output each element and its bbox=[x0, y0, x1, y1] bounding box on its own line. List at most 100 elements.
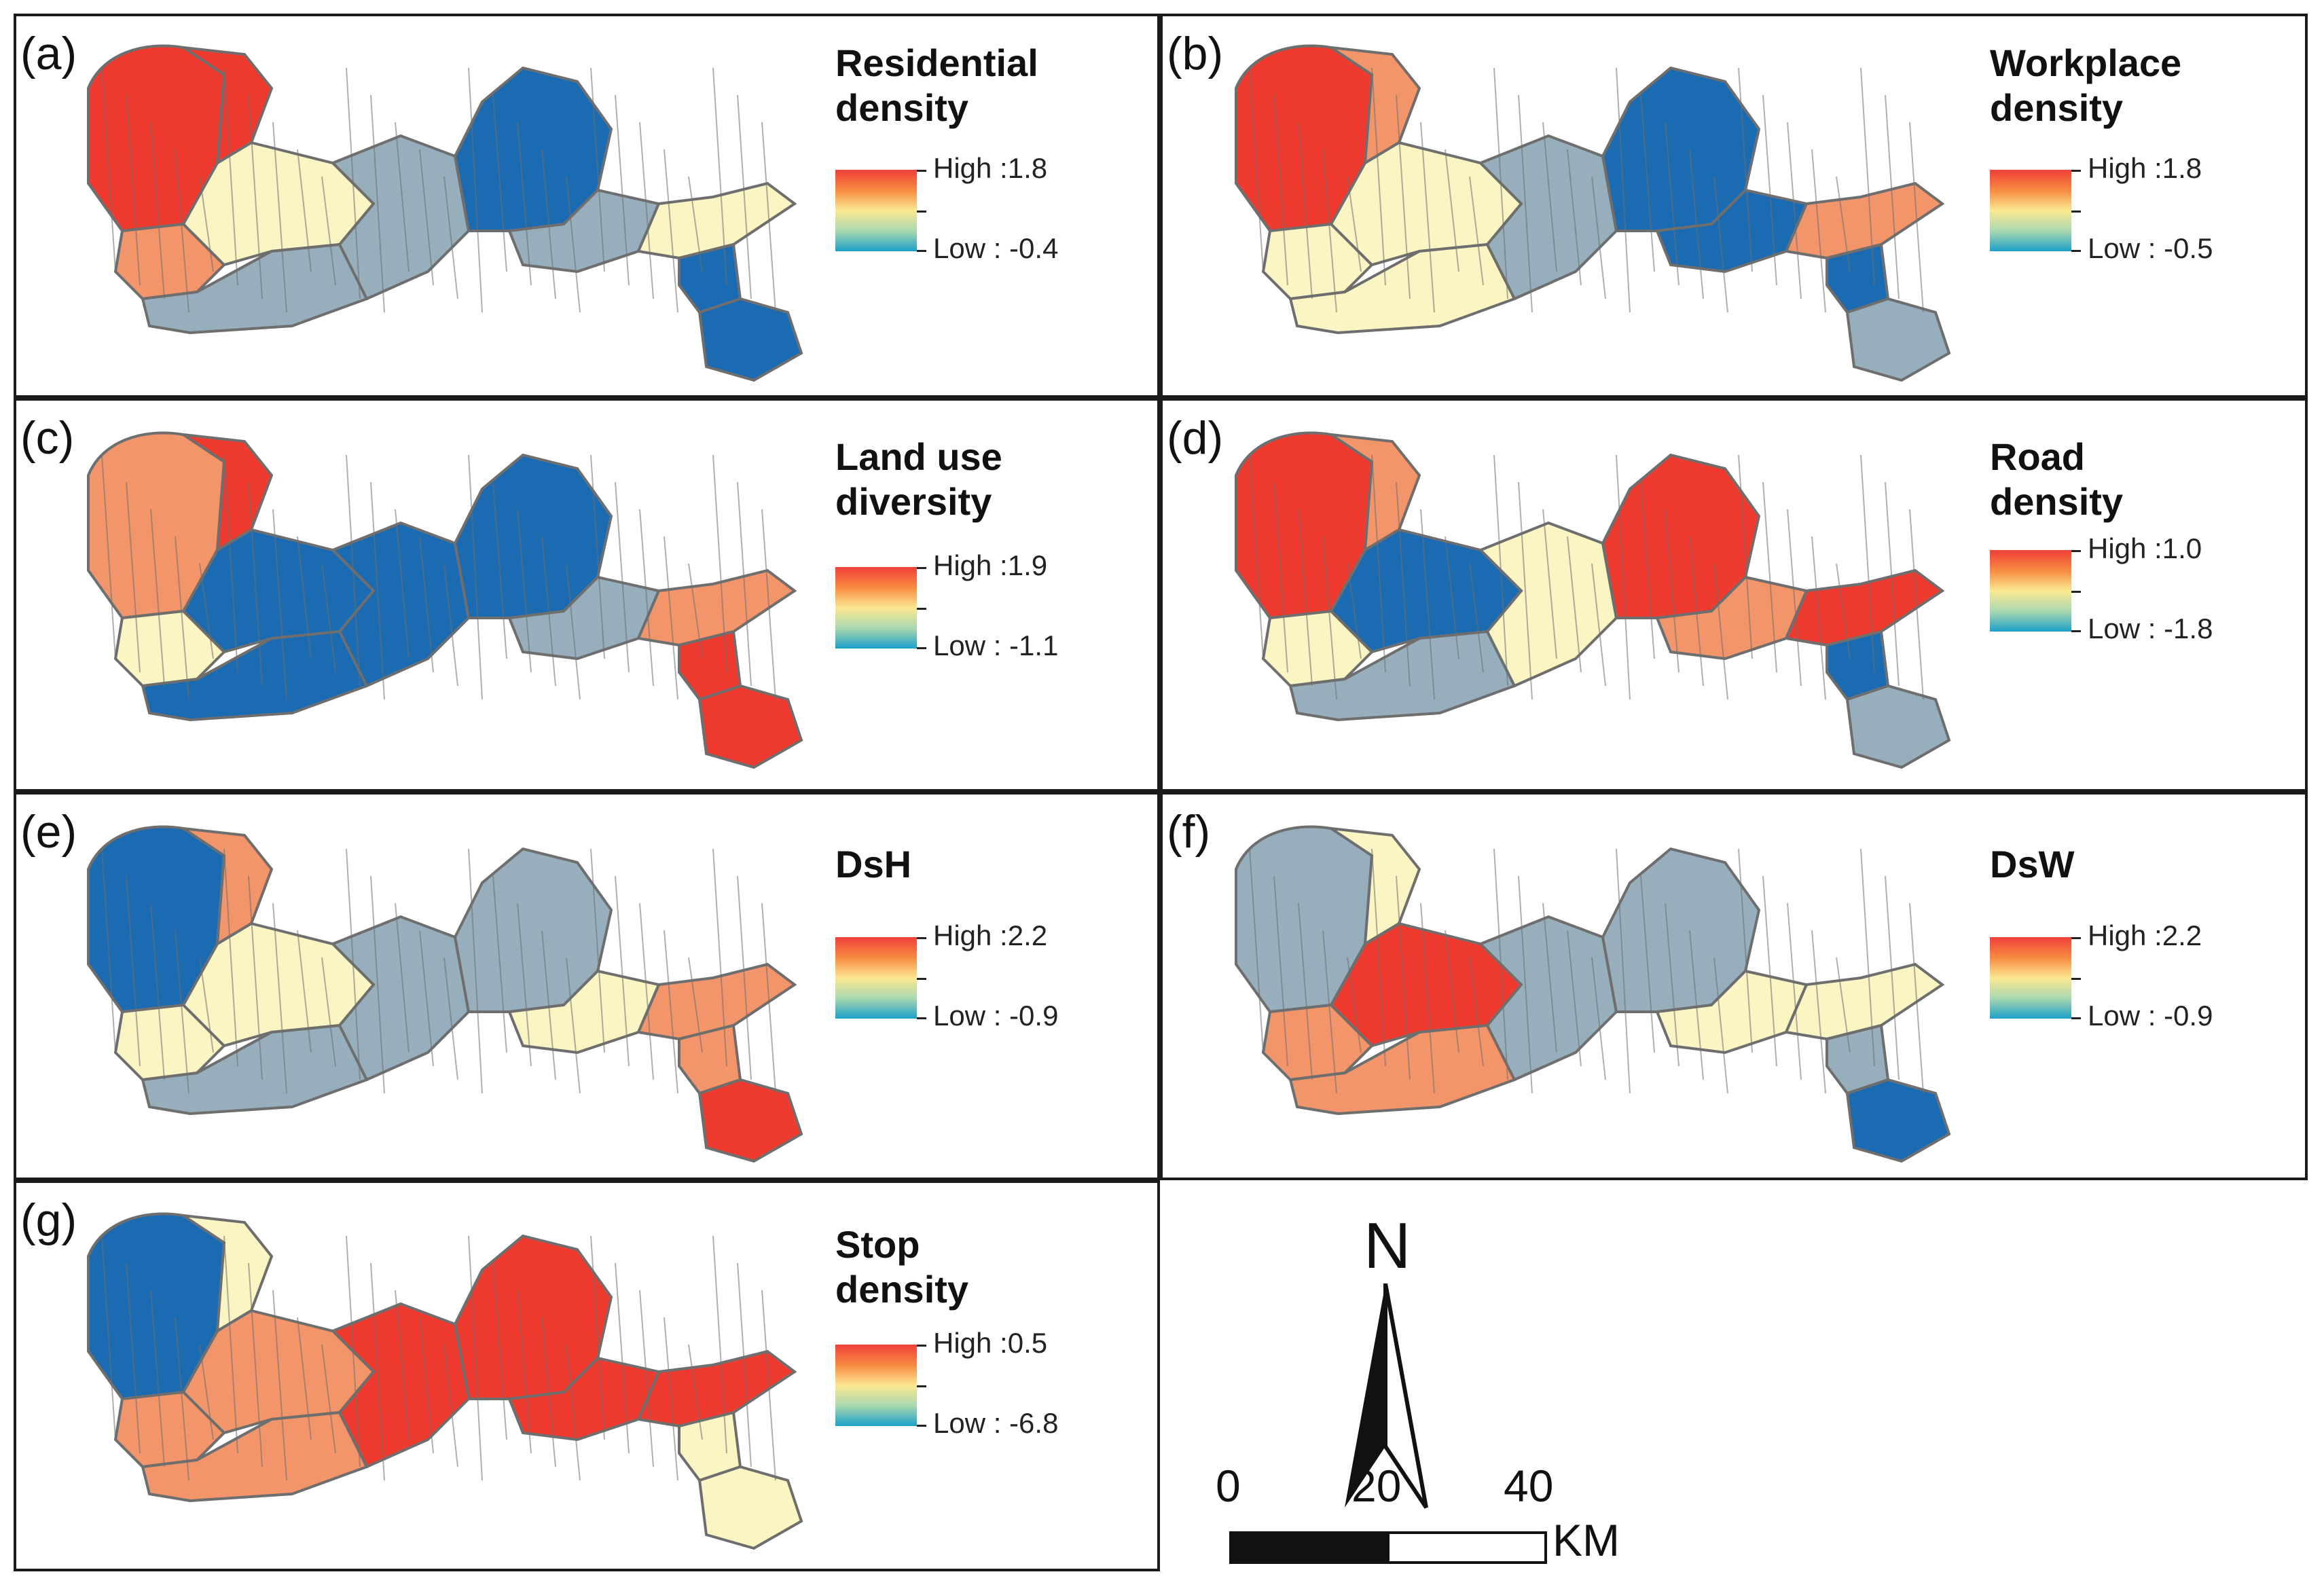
street-line bbox=[664, 149, 678, 313]
street-line bbox=[395, 902, 410, 1053]
legend-low-c: Low : -1.1 bbox=[933, 630, 1059, 661]
map-region bbox=[1784, 568, 1945, 647]
street-line bbox=[1762, 94, 1777, 286]
panel-label-b: (b) bbox=[1167, 28, 1224, 79]
map-region bbox=[697, 1465, 803, 1550]
street-line bbox=[1445, 536, 1459, 659]
street-line bbox=[1713, 957, 1728, 1094]
scale-segment-white bbox=[1387, 1531, 1547, 1564]
street-line bbox=[1542, 122, 1557, 272]
street-line bbox=[712, 1235, 727, 1454]
panel-label-g: (g) bbox=[20, 1194, 77, 1246]
street-line bbox=[541, 1317, 556, 1467]
street-line bbox=[541, 149, 556, 299]
legend-tick bbox=[2071, 591, 2081, 593]
map-region bbox=[330, 915, 471, 1082]
legend-color-ramp-a bbox=[835, 170, 917, 251]
street-line bbox=[688, 563, 703, 659]
legend-color-ramp-g bbox=[835, 1345, 917, 1426]
legend-tick bbox=[917, 170, 926, 172]
street-line bbox=[737, 481, 752, 687]
street-line bbox=[150, 1290, 165, 1467]
street-line bbox=[517, 509, 532, 673]
street-line bbox=[1493, 848, 1508, 1080]
street-line bbox=[101, 848, 116, 1053]
street-line bbox=[1567, 149, 1582, 286]
street-line bbox=[1689, 149, 1704, 299]
map-region bbox=[1845, 1078, 1951, 1163]
street-line bbox=[1689, 536, 1704, 687]
street-line bbox=[223, 1235, 238, 1454]
legend-tick bbox=[917, 567, 926, 569]
street-line bbox=[443, 957, 458, 1080]
street-line bbox=[1689, 930, 1704, 1080]
legend-high-d: High :1.0 bbox=[2088, 532, 2202, 564]
street-line bbox=[199, 563, 214, 659]
street-line bbox=[1762, 481, 1777, 673]
street-line bbox=[1420, 122, 1435, 313]
legend-high-c: High :1.9 bbox=[933, 549, 1048, 581]
street-line bbox=[199, 176, 214, 272]
street-line bbox=[1518, 481, 1533, 700]
street-line bbox=[541, 930, 556, 1080]
scale-tick-40: 40 bbox=[1504, 1461, 1554, 1511]
street-line bbox=[566, 563, 581, 700]
street-line bbox=[223, 67, 238, 286]
street-line bbox=[615, 481, 630, 673]
street-line bbox=[615, 875, 630, 1067]
street-line bbox=[1836, 563, 1851, 659]
street-line bbox=[443, 1344, 458, 1467]
street-line bbox=[1542, 902, 1557, 1053]
map-region bbox=[636, 1349, 797, 1428]
choropleth-map-e bbox=[87, 825, 803, 1163]
street-line bbox=[639, 509, 654, 687]
street-line bbox=[419, 1317, 434, 1454]
legend-title-c: Land use diversity bbox=[835, 435, 1002, 523]
street-line bbox=[761, 509, 776, 700]
street-line bbox=[1298, 509, 1313, 687]
street-line bbox=[1787, 509, 1802, 687]
legend-low-b: Low : -0.5 bbox=[2088, 232, 2213, 264]
street-line bbox=[443, 563, 458, 687]
choropleth-map-c bbox=[87, 431, 803, 769]
street-line bbox=[1249, 67, 1264, 272]
street-line bbox=[1738, 454, 1753, 659]
street-line bbox=[639, 1290, 654, 1467]
street-line bbox=[1322, 149, 1337, 313]
street-line bbox=[1665, 509, 1680, 673]
map-region bbox=[1478, 915, 1618, 1082]
street-line bbox=[737, 1262, 752, 1467]
street-line bbox=[1909, 122, 1924, 313]
street-line bbox=[590, 1235, 605, 1440]
street-line bbox=[541, 536, 556, 687]
street-line bbox=[664, 930, 678, 1094]
legend-tick bbox=[917, 647, 926, 649]
street-line bbox=[101, 454, 116, 659]
legend-low-f: Low : -0.9 bbox=[2088, 1000, 2213, 1032]
panel-label-e: (e) bbox=[20, 806, 77, 858]
map-region bbox=[697, 297, 803, 382]
street-line bbox=[1591, 563, 1606, 687]
street-line bbox=[1371, 454, 1386, 673]
legend-tick bbox=[917, 978, 926, 980]
street-line bbox=[1445, 930, 1459, 1053]
map-region bbox=[1478, 521, 1618, 688]
street-line bbox=[590, 67, 605, 272]
street-line bbox=[321, 1344, 336, 1454]
map-region bbox=[330, 1302, 471, 1469]
street-line bbox=[1347, 957, 1362, 1053]
street-line bbox=[517, 902, 532, 1067]
street-line bbox=[468, 848, 483, 1094]
scale-tick-0: 0 bbox=[1216, 1461, 1241, 1511]
street-line bbox=[1322, 536, 1337, 700]
street-line bbox=[248, 481, 263, 687]
choropleth-map-b bbox=[1235, 44, 1951, 382]
street-line bbox=[223, 454, 238, 673]
street-line bbox=[517, 122, 532, 286]
map-region bbox=[330, 134, 471, 301]
street-line bbox=[517, 1290, 532, 1454]
street-line bbox=[1469, 957, 1484, 1067]
street-line bbox=[492, 1262, 507, 1440]
street-line bbox=[737, 875, 752, 1080]
map-region bbox=[636, 181, 797, 260]
